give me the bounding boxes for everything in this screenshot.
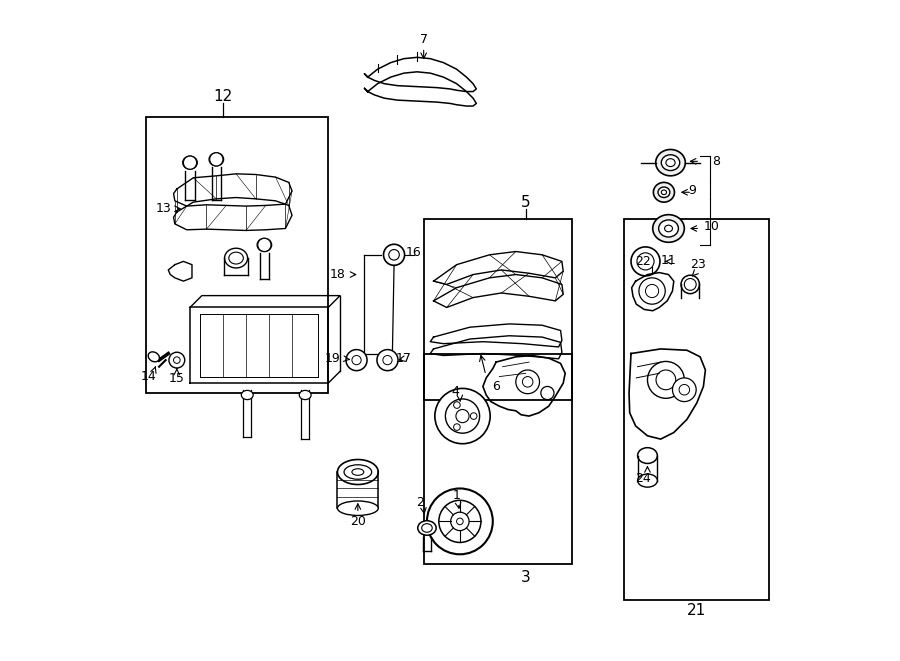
Circle shape xyxy=(680,385,689,395)
Ellipse shape xyxy=(656,149,685,176)
Text: 19: 19 xyxy=(325,352,341,366)
Text: 2: 2 xyxy=(417,496,424,510)
Circle shape xyxy=(389,250,400,260)
Ellipse shape xyxy=(418,521,436,535)
Text: 12: 12 xyxy=(213,89,232,104)
Text: 15: 15 xyxy=(169,372,184,385)
Text: 11: 11 xyxy=(661,254,677,266)
Ellipse shape xyxy=(653,182,674,202)
Bar xyxy=(625,219,770,600)
Ellipse shape xyxy=(422,524,432,532)
Ellipse shape xyxy=(148,352,159,362)
Text: 1: 1 xyxy=(453,488,461,502)
Text: 14: 14 xyxy=(140,370,157,383)
Text: 3: 3 xyxy=(521,570,531,585)
Circle shape xyxy=(516,370,539,394)
Ellipse shape xyxy=(658,187,670,198)
Circle shape xyxy=(541,387,554,400)
Ellipse shape xyxy=(300,391,311,400)
Text: 7: 7 xyxy=(419,33,428,46)
Circle shape xyxy=(454,424,460,430)
Ellipse shape xyxy=(652,215,684,243)
Circle shape xyxy=(471,412,477,419)
Text: 9: 9 xyxy=(688,184,697,197)
Ellipse shape xyxy=(659,220,679,237)
Ellipse shape xyxy=(229,253,243,264)
Text: 6: 6 xyxy=(492,380,500,393)
Ellipse shape xyxy=(662,190,667,194)
Circle shape xyxy=(446,399,480,433)
Ellipse shape xyxy=(684,278,697,290)
Ellipse shape xyxy=(241,391,253,400)
Circle shape xyxy=(427,488,493,555)
Circle shape xyxy=(257,239,271,252)
Text: 16: 16 xyxy=(406,247,422,259)
Text: 5: 5 xyxy=(521,194,530,210)
Text: 23: 23 xyxy=(690,258,706,271)
Circle shape xyxy=(645,284,659,297)
Ellipse shape xyxy=(338,501,378,516)
Circle shape xyxy=(672,378,697,402)
Ellipse shape xyxy=(209,153,223,166)
Ellipse shape xyxy=(344,465,372,479)
Circle shape xyxy=(174,357,180,364)
Ellipse shape xyxy=(681,275,699,293)
Circle shape xyxy=(637,253,654,270)
Circle shape xyxy=(169,352,184,368)
Circle shape xyxy=(456,409,469,422)
Circle shape xyxy=(352,356,361,365)
Ellipse shape xyxy=(352,469,364,475)
Circle shape xyxy=(439,500,481,543)
Circle shape xyxy=(647,362,684,399)
Circle shape xyxy=(522,377,533,387)
Text: 22: 22 xyxy=(635,255,651,268)
Bar xyxy=(424,354,572,564)
Ellipse shape xyxy=(257,239,272,252)
Circle shape xyxy=(346,350,367,371)
Ellipse shape xyxy=(666,159,675,167)
Text: 8: 8 xyxy=(713,155,721,168)
Circle shape xyxy=(639,278,665,304)
Ellipse shape xyxy=(637,447,657,463)
Text: 18: 18 xyxy=(330,268,346,281)
Text: 4: 4 xyxy=(451,385,459,397)
Ellipse shape xyxy=(662,155,680,171)
Circle shape xyxy=(454,402,460,408)
Text: 24: 24 xyxy=(635,472,651,485)
Text: 21: 21 xyxy=(688,603,706,618)
Text: 17: 17 xyxy=(396,352,412,366)
Circle shape xyxy=(456,518,464,525)
Circle shape xyxy=(184,156,196,169)
Circle shape xyxy=(451,512,469,531)
Circle shape xyxy=(435,389,491,444)
Circle shape xyxy=(382,356,392,365)
Text: 10: 10 xyxy=(704,220,720,233)
Text: 13: 13 xyxy=(156,202,172,215)
Circle shape xyxy=(631,247,660,276)
Bar xyxy=(146,116,328,393)
Ellipse shape xyxy=(664,225,672,232)
Ellipse shape xyxy=(637,474,657,487)
Circle shape xyxy=(383,245,405,265)
Circle shape xyxy=(210,153,223,166)
Circle shape xyxy=(377,350,398,371)
Ellipse shape xyxy=(338,459,378,485)
Ellipse shape xyxy=(183,156,197,169)
Text: 20: 20 xyxy=(350,515,365,528)
Bar xyxy=(424,219,572,400)
Circle shape xyxy=(656,370,676,390)
Ellipse shape xyxy=(225,249,248,268)
